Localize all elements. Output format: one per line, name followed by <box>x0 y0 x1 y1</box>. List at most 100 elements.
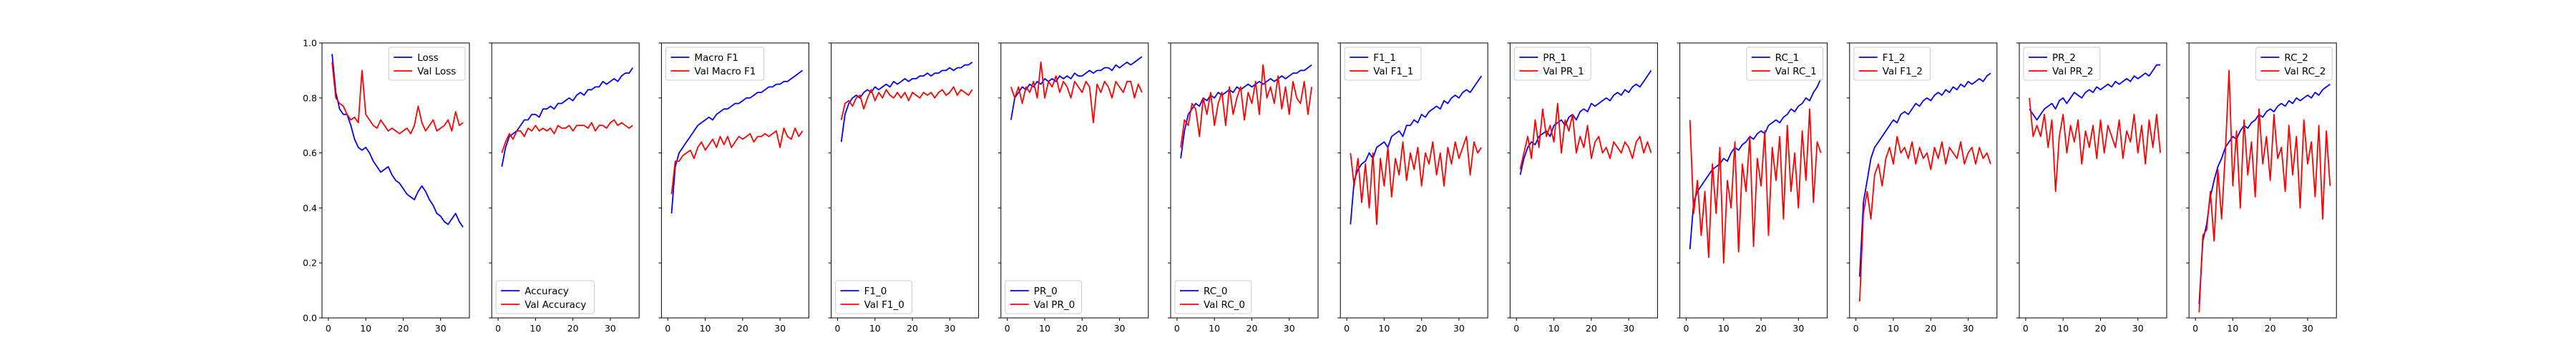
y-tick-label: 1.0 <box>303 38 317 49</box>
legend-box <box>1344 47 1422 81</box>
plot-frame <box>1340 42 1488 319</box>
series-line-pr-1 <box>1519 69 1652 175</box>
x-tick-label: 30 <box>2302 323 2313 334</box>
legend-box <box>388 47 466 81</box>
legend-box <box>835 280 912 314</box>
x-tick-label: 30 <box>1284 323 1295 334</box>
legend-box <box>2255 47 2333 81</box>
x-tick-label: 20 <box>907 323 918 334</box>
y-tick-label: 0.0 <box>303 313 317 324</box>
x-tick-label: 0 <box>2023 323 2029 334</box>
legend-label-f1-2: F1_2 <box>1883 52 1906 64</box>
legend: F1_2 Val F1_2 <box>1853 47 1931 81</box>
x-tick-label: 0 <box>1513 323 1519 334</box>
series-line-loss <box>331 54 464 228</box>
x-tick-label: 10 <box>360 323 371 334</box>
plot-frame <box>660 42 809 319</box>
legend-label-val-rc-1: Val RC_1 <box>1775 66 1817 77</box>
x-tick-label: 20 <box>398 323 409 334</box>
x-tick-label: 20 <box>1925 323 1936 334</box>
legend-label-macro-f1: Macro F1 <box>694 52 738 64</box>
legend: RC_2 Val RC_2 <box>2255 47 2333 81</box>
x-tick-label: 30 <box>605 323 616 334</box>
x-tick-label: 10 <box>1378 323 1390 334</box>
chart-panel-pr-2: 0 10 20 30 PR_2 Val PR_2 <box>2016 42 2167 334</box>
series-line-val-pr-1 <box>1519 102 1652 170</box>
chart-panel-macro-f1: 0 10 20 30 Macro F1 Val Macro F1 <box>658 42 809 334</box>
plot-frame <box>2188 42 2337 319</box>
chart-panel-rc-0: 0 10 20 30 RC_0 Val RC_0 <box>1168 42 1319 334</box>
x-tick-label: 30 <box>2132 323 2144 334</box>
series-line-macro-f1 <box>670 69 804 214</box>
legend-label-val-f1-2: Val F1_2 <box>1883 66 1923 77</box>
chart-panel-loss: 0 10 20 30 0.0 0.2 0.4 0.6 0.8 1.0 Loss Val Loss <box>303 38 470 334</box>
x-tick-label: 30 <box>944 323 955 334</box>
series-line-val-macro-f1 <box>670 127 804 195</box>
legend: Loss Val Loss <box>388 47 466 81</box>
legend-label-val-rc-2: Val RC_2 <box>2284 66 2326 77</box>
series-line-val-pr-0 <box>1010 62 1143 124</box>
x-tick-label: 30 <box>1114 323 1126 334</box>
series-line-val-loss <box>331 62 464 135</box>
legend-box <box>665 47 765 81</box>
x-tick-label: 10 <box>1209 323 1220 334</box>
legend-label-pr-2: PR_2 <box>2052 52 2076 64</box>
legend-label-val-pr-2: Val PR_2 <box>2052 66 2093 77</box>
x-tick-label: 10 <box>1548 323 1560 334</box>
x-tick-label: 0 <box>665 323 670 334</box>
x-tick-label: 0 <box>1005 323 1010 334</box>
x-tick-label: 20 <box>737 323 748 334</box>
x-tick-label: 10 <box>1039 323 1050 334</box>
series-line-val-rc-1 <box>1689 108 1822 264</box>
legend-label-f1-1: F1_1 <box>1373 52 1396 64</box>
series-line-f1-0 <box>840 62 973 142</box>
series-line-pr-2 <box>2029 64 2161 121</box>
x-tick-label: 10 <box>700 323 711 334</box>
x-tick-label: 20 <box>2265 323 2276 334</box>
series-line-val-rc-0 <box>1180 64 1312 148</box>
legend: PR_2 Val PR_2 <box>2023 47 2101 81</box>
series-line-val-f1-2 <box>1859 135 1991 302</box>
legend: F1_1 Val F1_1 <box>1344 47 1422 81</box>
x-tick-label: 0 <box>2192 323 2198 334</box>
x-tick-label: 10 <box>1718 323 1729 334</box>
x-tick-label: 0 <box>495 323 501 334</box>
x-tick-label: 20 <box>1755 323 1767 334</box>
chart-panel-rc-2: 0 10 20 30 RC_2 Val RC_2 <box>2186 42 2337 334</box>
plot-frame <box>1000 42 1149 319</box>
x-tick-label: 30 <box>774 323 786 334</box>
x-tick-label: 20 <box>2095 323 2107 334</box>
x-tick-label: 20 <box>1076 323 1088 334</box>
legend-label-val-loss: Val Loss <box>417 66 456 77</box>
legend-label-val-pr-0: Val PR_0 <box>1034 299 1075 311</box>
plot-frame <box>2019 42 2167 319</box>
x-tick-label: 10 <box>530 323 541 334</box>
series-line-val-f1-0 <box>840 86 973 120</box>
series-line-val-rc-2 <box>2198 69 2331 313</box>
chart-panel-f1-1: 0 10 20 30 F1_1 Val F1_1 <box>1337 42 1488 334</box>
legend-label-rc-2: RC_2 <box>2284 52 2308 64</box>
legend-label-val-pr-1: Val PR_1 <box>1543 66 1584 77</box>
legend-label-accuracy: Accuracy <box>525 286 569 297</box>
chart-panel-pr-0: 0 10 20 30 PR_0 Val PR_0 <box>997 42 1149 334</box>
y-tick-label: 0.2 <box>303 258 317 268</box>
chart-panel-accuracy: 0 10 20 30 Accuracy Val Accuracy <box>489 42 640 334</box>
x-tick-label: 10 <box>2057 323 2069 334</box>
series-line-f1-2 <box>1859 72 1991 277</box>
series-line-rc-2 <box>2198 83 2331 304</box>
x-tick-label: 10 <box>1888 323 1899 334</box>
legend-box <box>1513 47 1591 81</box>
legend-label-val-f1-0: Val F1_0 <box>864 299 904 311</box>
legend: PR_0 Val PR_0 <box>1005 280 1083 314</box>
x-tick-label: 0 <box>835 323 841 334</box>
plot-frame <box>1170 42 1319 319</box>
legend-label-rc-1: RC_1 <box>1775 52 1799 64</box>
y-tick-label: 0.6 <box>303 147 317 158</box>
series-line-val-f1-1 <box>1350 135 1483 226</box>
legend-label-pr-0: PR_0 <box>1034 286 1058 297</box>
legend: RC_1 Val RC_1 <box>1746 47 1824 81</box>
x-tick-label: 20 <box>1416 323 1428 334</box>
legend: Macro F1 Val Macro F1 <box>665 47 765 81</box>
legend: RC_0 Val RC_0 <box>1174 280 1252 314</box>
